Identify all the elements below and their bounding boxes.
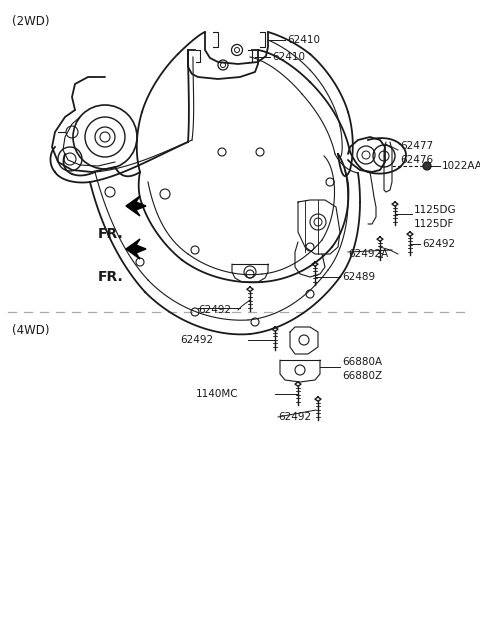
Text: 62492: 62492 — [278, 412, 311, 422]
Text: 62492: 62492 — [422, 239, 455, 249]
Text: 1022AA: 1022AA — [442, 161, 480, 171]
Text: 62410: 62410 — [272, 52, 305, 62]
Text: 66880Z: 66880Z — [342, 371, 382, 381]
Text: (2WD): (2WD) — [12, 15, 49, 28]
Text: FR.: FR. — [98, 227, 124, 241]
Text: FR.: FR. — [98, 270, 124, 284]
Polygon shape — [126, 239, 146, 259]
Text: 62492: 62492 — [198, 305, 231, 315]
Text: 1140MC: 1140MC — [196, 389, 239, 399]
Text: 62492: 62492 — [180, 335, 213, 345]
Text: 66880A: 66880A — [342, 357, 382, 367]
Text: 62410: 62410 — [287, 35, 320, 45]
Circle shape — [423, 162, 431, 170]
Text: (4WD): (4WD) — [12, 324, 49, 337]
Text: 62477: 62477 — [400, 141, 433, 151]
Polygon shape — [126, 196, 146, 216]
Text: 62492A: 62492A — [348, 249, 388, 259]
Text: 1125DF: 1125DF — [414, 219, 455, 229]
Text: 1125DG: 1125DG — [414, 205, 456, 215]
Text: 62489: 62489 — [342, 272, 375, 282]
Text: 62476: 62476 — [400, 155, 433, 165]
